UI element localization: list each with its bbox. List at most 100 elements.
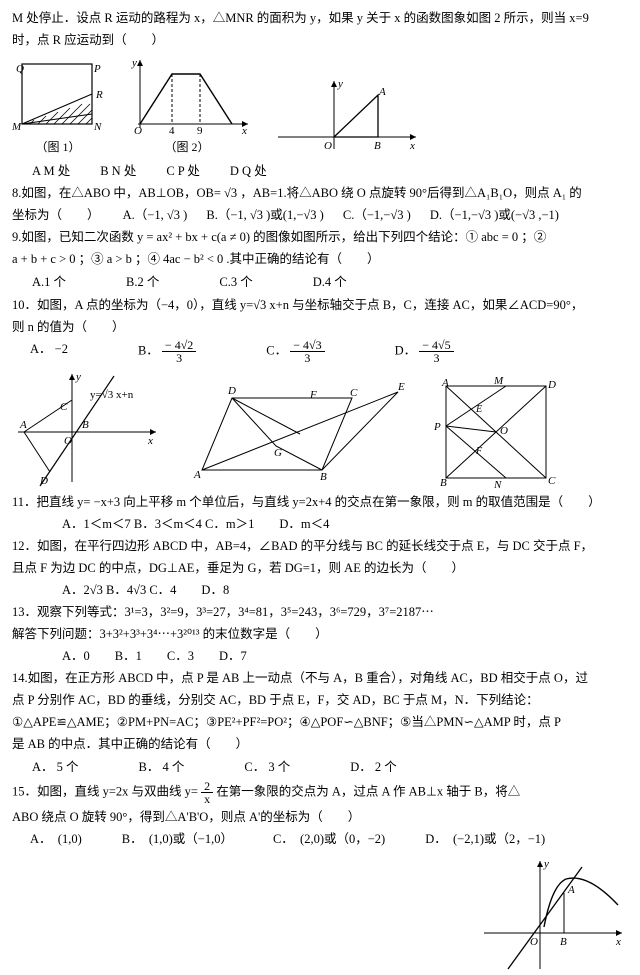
q7-opt-d: D Q 处 xyxy=(230,161,267,181)
q15-c: C． (2,0)或（0，−2) xyxy=(273,829,385,849)
figure-2: y x O 4 9 （图 2） xyxy=(122,54,252,157)
q9-b: B.2 个 xyxy=(126,272,159,292)
svg-text:E: E xyxy=(475,404,482,415)
q10-b: B． − 4√23 xyxy=(138,339,196,364)
svg-text:C: C xyxy=(60,401,68,413)
svg-text:y=√3 x+n: y=√3 x+n xyxy=(90,389,134,401)
q14-l1: 14.如图，在正方形 ABCD 中，点 P 是 AB 上一动点（不与 A，B 重… xyxy=(12,668,628,688)
svg-text:F: F xyxy=(309,389,317,401)
svg-text:B: B xyxy=(440,477,447,488)
svg-text:y: y xyxy=(75,371,81,383)
q15-l2: ABO 绕点 O 旋转 90°，得到△A'B'O，则点 A'的坐标为（ ） xyxy=(12,807,628,827)
q13-opts: A．0 B．1 C．3 D．7 xyxy=(12,646,628,666)
q8-l2-text: 坐标为（ ） xyxy=(12,208,100,222)
q15-d: D． (−2,1)或（2，−1) xyxy=(425,829,545,849)
q15-l1: 15．如图，直线 y=2x 与双曲线 y= 2x 在第一象限的交点为 A，过点 … xyxy=(12,780,628,805)
q8-a: A.（−1, √3 ) xyxy=(123,208,188,222)
svg-text:D: D xyxy=(227,385,236,397)
q9-l1: 9.如图，已知二次函数 y = ax² + bx + c(a ≠ 0) 的图像如… xyxy=(12,227,628,247)
svg-text:C: C xyxy=(350,387,358,399)
figure-q12: D F C E A G B xyxy=(180,376,410,488)
svg-text:N: N xyxy=(93,121,102,133)
q7-opt-c: C P 处 xyxy=(166,161,200,181)
svg-text:x: x xyxy=(241,125,247,136)
intro-l2: 时，点 R 应运动到（ ） xyxy=(12,30,628,50)
q10-d: D． − 4√53 xyxy=(395,339,454,364)
q10-opts: A． −2 B． − 4√23 C． − 4√33 D． − 4√53 xyxy=(12,339,628,364)
svg-text:E: E xyxy=(397,381,405,393)
q10-c: C． − 4√33 xyxy=(266,339,324,364)
svg-text:9: 9 xyxy=(197,125,203,136)
q8-l2: 坐标为（ ） A.（−1, √3 ) B.（−1, √3 )或(1,−√3 ) … xyxy=(12,205,628,225)
fig2-label: （图 2） xyxy=(164,138,209,157)
q10-a: A． −2 xyxy=(30,339,68,364)
q9-d: D.4 个 xyxy=(313,272,347,292)
svg-text:y: y xyxy=(131,57,137,69)
figure-q15-wrap: y x O A B xyxy=(12,855,628,975)
q9-a: A.1 个 xyxy=(32,272,66,292)
figure-1: Q P R M N （图 1） xyxy=(12,58,104,157)
q10-l1: 10．如图，A 点的坐标为（−4，0），直线 y=√3 x+n 与坐标轴交于点 … xyxy=(12,295,628,315)
q12-l1: 12．如图，在平行四边形 ABCD 中，AB=4，∠BAD 的平分线与 BC 的… xyxy=(12,536,628,556)
q14-b: B． 4 个 xyxy=(139,757,185,777)
svg-text:D: D xyxy=(547,379,556,391)
q7-opt-b: B N 处 xyxy=(100,161,136,181)
q14-a: A． 5 个 xyxy=(32,757,79,777)
q12-opts: A．2√3 B．4√3 C．4 D．8 xyxy=(12,580,628,600)
q13-l1: 13．观察下列等式：3¹=3，3²=9，3³=27，3⁴=81，3⁵=243，3… xyxy=(12,602,628,622)
q11-opts: A．1＜m＜7 B．3＜m＜4 C．m＞1 D．m＜4 xyxy=(12,514,628,534)
q13-l2: 解答下列问题：3+3²+3³+3⁴⋯+3²⁰¹³ 的末位数字是（ ） xyxy=(12,624,628,644)
q8-l1: 8.如图，在△ABO 中，AB⊥OB，OB= √3 ，AB=1.将△ABO 绕 … xyxy=(12,183,628,203)
svg-text:P: P xyxy=(433,421,441,433)
svg-text:A: A xyxy=(441,377,449,389)
svg-text:A: A xyxy=(19,419,27,431)
svg-text:B: B xyxy=(560,936,567,948)
q8-d: D.（−1,−√3 )或(−√3 ,−1) xyxy=(430,208,559,222)
q8-c: C.（−1,−√3 ) xyxy=(343,208,411,222)
q9-c: C.3 个 xyxy=(219,272,252,292)
svg-text:4: 4 xyxy=(169,125,175,136)
q15-b: B． (1,0)或（−1,0） xyxy=(122,829,233,849)
svg-text:B: B xyxy=(320,471,327,483)
svg-text:O: O xyxy=(64,435,72,447)
q15-a: A． (1,0) xyxy=(30,829,82,849)
svg-text:R: R xyxy=(95,89,103,101)
svg-text:y: y xyxy=(543,858,549,870)
svg-text:A: A xyxy=(193,469,201,481)
q7-options: A M 处 B N 处 C P 处 D Q 处 xyxy=(32,161,628,181)
svg-text:x: x xyxy=(615,936,621,948)
svg-text:O: O xyxy=(324,140,332,152)
svg-text:O: O xyxy=(530,936,538,948)
svg-text:M: M xyxy=(12,121,22,133)
figures-row-1: Q P R M N （图 1） y x O 4 9 （图 2） xyxy=(12,54,628,157)
q7-opt-a: A M 处 xyxy=(32,161,70,181)
svg-text:x: x xyxy=(409,140,415,152)
svg-text:Q: Q xyxy=(16,63,24,75)
q9-l2: a + b + c > 0 ；③ a > b ；④ 4ac − b² < 0 .… xyxy=(12,249,628,269)
figure-q14: A M D P E O F B N C xyxy=(428,376,568,488)
figure-q10: y y=√3 x+n A O B x C D xyxy=(12,368,162,488)
q10-l2: 则 n 的值为（ ） xyxy=(12,317,628,337)
figure-3: y x O A B xyxy=(270,75,420,157)
intro-l1: M 处停止．设点 R 运动的路程为 x，△MNR 的面积为 y，如果 y 关于 … xyxy=(12,8,628,28)
svg-text:F: F xyxy=(475,446,483,457)
q14-c: C． 3 个 xyxy=(244,757,290,777)
svg-text:G: G xyxy=(274,447,282,459)
q14-l4: 是 AB 的中点．其中正确的结论有（ ） xyxy=(12,734,628,754)
svg-text:y: y xyxy=(337,78,343,90)
q8-b: B.（−1, √3 )或(1,−√3 ) xyxy=(206,208,323,222)
q14-d: D． 2 个 xyxy=(350,757,397,777)
svg-text:C: C xyxy=(548,475,556,487)
svg-text:D: D xyxy=(39,475,48,487)
svg-text:P: P xyxy=(93,63,101,75)
q9-opts: A.1 个 B.2 个 C.3 个 D.4 个 xyxy=(32,272,628,292)
figure-q15: y x O A B xyxy=(478,855,628,975)
svg-text:O: O xyxy=(500,425,508,437)
q14-opts: A． 5 个 B． 4 个 C． 3 个 D． 2 个 xyxy=(32,757,628,777)
svg-text:N: N xyxy=(493,479,502,488)
svg-text:O: O xyxy=(134,125,142,136)
q14-l2: 点 P 分别作 AC，BD 的垂线，分别交 AC，BD 于点 E，F，交 AD，… xyxy=(12,690,628,710)
svg-text:B: B xyxy=(82,419,89,431)
q14-l3: ①△APE≌△AME；②PM+PN=AC；③PE²+PF²=PO²；④△POF∽… xyxy=(12,712,628,732)
q11-text: 11．把直线 y= −x+3 向上平移 m 个单位后，与直线 y=2x+4 的交… xyxy=(12,492,628,512)
